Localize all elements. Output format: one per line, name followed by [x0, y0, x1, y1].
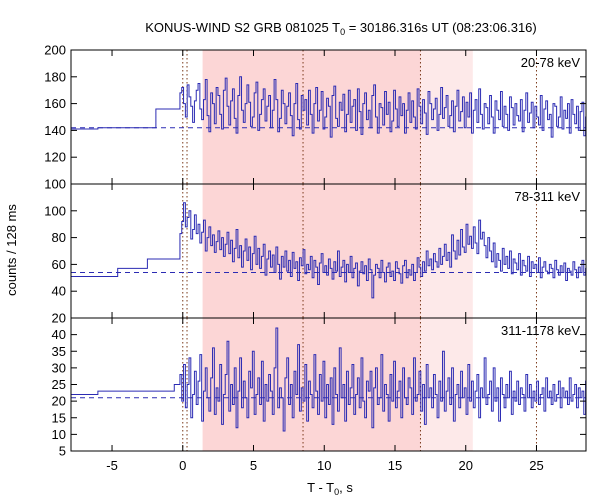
y-tick-label: 120	[44, 150, 66, 165]
x-tick-label: 25	[529, 458, 543, 473]
xlabel-rest: , s	[339, 480, 353, 495]
y-tick-label: 60	[52, 257, 66, 272]
x-tick-label: -5	[106, 458, 118, 473]
xlabel-subscript: 0	[334, 487, 339, 497]
y-tick-label: 200	[44, 43, 66, 58]
y-tick-label: 15	[52, 410, 66, 425]
title-subscript: 0	[340, 27, 345, 37]
light-curve-series	[71, 76, 586, 138]
xlabel-main: T - T	[307, 480, 334, 495]
shaded-interval	[420, 318, 473, 451]
y-tick-label: 160	[44, 96, 66, 111]
y-tick-label: 100	[44, 177, 66, 192]
y-tick-label: 30	[52, 360, 66, 375]
y-tick-label: 35	[52, 344, 66, 359]
title-rest: = 30186.316s UT (08:23:06.316)	[345, 20, 537, 35]
panel-1: 100 120 140 160 180 200 20-78 keV	[44, 43, 587, 192]
x-tick-label: 20	[459, 458, 473, 473]
panel-energy-label: 78-311 keV	[514, 189, 580, 204]
x-tick-label: 5	[250, 458, 257, 473]
y-tick-label: 20	[52, 311, 66, 326]
panel-energy-label: 311-1178 keV	[501, 323, 580, 338]
shaded-interval	[202, 318, 421, 451]
y-tick-label: 10	[52, 427, 66, 442]
y-tick-label: 25	[52, 377, 66, 392]
panel-2: 20 40 60 80 100 78-311 keV	[44, 183, 587, 326]
x-tick-label: 0	[179, 458, 186, 473]
y-tick-label: 20	[52, 394, 66, 409]
y-tick-label: 180	[44, 69, 66, 84]
shaded-interval	[202, 184, 421, 318]
chart-title: KONUS-WIND S2 GRB 081025 T0 = 30186.316s…	[145, 20, 537, 37]
y-tick-label: 40	[52, 327, 66, 342]
y-tick-label: 5	[59, 444, 66, 459]
y-tick-label: 40	[52, 284, 66, 299]
y-axis-label: counts / 128 ms	[4, 204, 19, 296]
y-tick-label: 100	[44, 203, 66, 218]
x-tick-label: 15	[388, 458, 402, 473]
shaded-interval	[202, 50, 421, 184]
title-main: KONUS-WIND S2 GRB 081025 T	[145, 20, 340, 35]
panel-energy-label: 20-78 keV	[521, 55, 581, 70]
y-tick-label: 80	[52, 230, 66, 245]
light-curve-series	[71, 327, 586, 432]
x-axis-label: T - T0, s	[307, 480, 353, 497]
x-tick-label: 10	[317, 458, 331, 473]
light-curve-series	[71, 202, 586, 299]
y-tick-label: 140	[44, 123, 66, 138]
